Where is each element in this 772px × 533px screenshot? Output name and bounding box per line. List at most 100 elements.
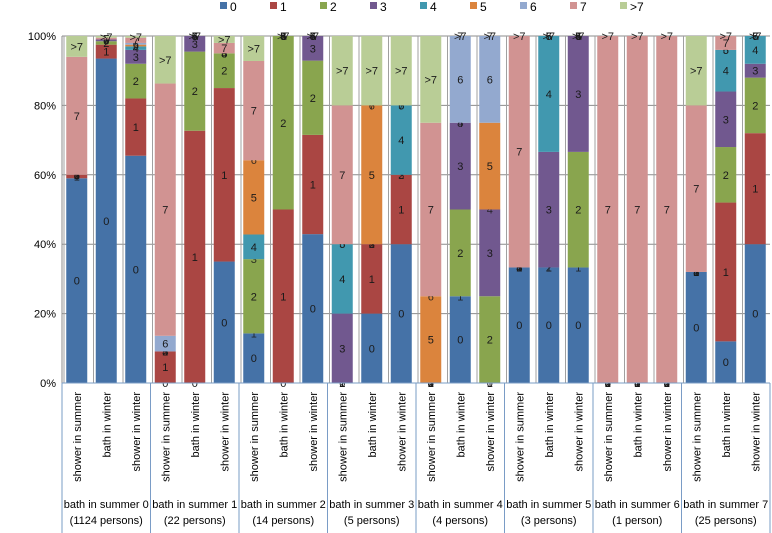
data-label: 7 bbox=[723, 38, 729, 50]
data-label: 3 bbox=[103, 35, 109, 47]
bar-segment-1 bbox=[213, 88, 235, 262]
data-label: 1 bbox=[280, 291, 286, 303]
bar-segment->7 bbox=[154, 36, 176, 84]
data-label: 6 bbox=[280, 31, 286, 43]
data-label: >7 bbox=[719, 31, 732, 43]
data-label: 4 bbox=[251, 242, 257, 254]
x-category-label: shower in summer bbox=[426, 392, 438, 482]
bar-segment-4 bbox=[125, 46, 147, 50]
data-label: >7 bbox=[159, 55, 172, 67]
bar-segment-7 bbox=[656, 36, 678, 383]
data-label: 4 bbox=[221, 48, 227, 60]
data-label: 7 bbox=[516, 147, 522, 159]
data-label: >7 bbox=[483, 31, 496, 43]
data-label: 0 bbox=[280, 378, 286, 390]
bar-segment-3 bbox=[331, 313, 353, 383]
data-label: 1 bbox=[546, 262, 552, 274]
bar-segment-1 bbox=[184, 130, 206, 383]
x-category-label: bath in winter bbox=[544, 392, 556, 458]
group-label-line2: (22 persons) bbox=[164, 515, 226, 527]
data-label: 2 bbox=[221, 66, 227, 78]
data-label: 3 bbox=[516, 262, 522, 274]
bar-segment->7 bbox=[361, 36, 383, 106]
bar-segment-3 bbox=[184, 36, 206, 52]
data-label: 2 bbox=[133, 76, 139, 88]
data-label: 4 bbox=[398, 135, 404, 147]
data-label: 2 bbox=[369, 239, 375, 251]
data-label: >7 bbox=[572, 31, 585, 43]
x-category-label: shower in winter bbox=[396, 392, 408, 472]
bar-segment-0 bbox=[538, 267, 560, 383]
data-label: 0 bbox=[634, 378, 640, 390]
data-label: 3 bbox=[251, 254, 257, 266]
data-label: 1 bbox=[487, 378, 493, 390]
data-label: >7 bbox=[306, 31, 319, 43]
bar-segment-4 bbox=[715, 49, 737, 92]
data-label: 5 bbox=[398, 100, 404, 112]
data-label: 3 bbox=[133, 52, 139, 64]
data-label: 7 bbox=[310, 31, 316, 43]
data-label: 3 bbox=[634, 378, 640, 390]
data-label: 0 bbox=[693, 322, 699, 334]
data-label: 0 bbox=[723, 357, 729, 369]
data-label: 4 bbox=[369, 239, 375, 251]
data-label: 1 bbox=[339, 378, 345, 390]
data-label: 6 bbox=[103, 34, 109, 46]
data-label: 1 bbox=[103, 47, 109, 59]
bar-segment-2 bbox=[479, 296, 501, 383]
bar-segment-0 bbox=[95, 58, 117, 384]
data-label: 7 bbox=[546, 31, 552, 43]
bar-segment->7 bbox=[390, 36, 412, 106]
data-label: 6 bbox=[428, 291, 434, 303]
bar-segment-3 bbox=[302, 36, 324, 61]
data-label: >7 bbox=[100, 32, 113, 44]
legend-swatch-2 bbox=[320, 2, 327, 9]
data-label: 0 bbox=[398, 309, 404, 321]
y-axis: 0% 20% 40% 60% 80% 100% bbox=[28, 31, 63, 390]
bar-segment-0 bbox=[715, 341, 737, 383]
data-label: 3 bbox=[221, 48, 227, 60]
bar-segment-3 bbox=[479, 209, 501, 297]
data-label: 7 bbox=[103, 34, 109, 46]
group-label-line2: (5 persons) bbox=[344, 515, 400, 527]
data-label: 2 bbox=[752, 100, 758, 112]
bar-segment-1 bbox=[744, 133, 766, 245]
data-label: 2 bbox=[339, 378, 345, 390]
bar-segment-2 bbox=[95, 41, 117, 45]
legend-label: 3 bbox=[380, 0, 387, 14]
group-label-line2: (3 persons) bbox=[521, 515, 577, 527]
bar-segment-0 bbox=[685, 271, 707, 383]
bar-segment-0 bbox=[125, 155, 147, 383]
data-label: 3 bbox=[310, 43, 316, 55]
data-label: >7 bbox=[247, 43, 260, 55]
data-label: 1 bbox=[723, 267, 729, 279]
group-label-line2: (1124 persons) bbox=[70, 515, 143, 527]
data-label: 0 bbox=[133, 264, 139, 276]
bar-segment-7 bbox=[420, 122, 442, 297]
data-label: 3 bbox=[339, 343, 345, 355]
data-label: 1 bbox=[752, 184, 758, 196]
data-label: 2 bbox=[398, 170, 404, 182]
data-label: 1 bbox=[693, 267, 699, 279]
legend-label: 5 bbox=[480, 0, 487, 14]
group-label-line2: (4 persons) bbox=[432, 515, 488, 527]
bar-segment->7 bbox=[213, 36, 235, 43]
bar-segment-2 bbox=[302, 60, 324, 135]
bar-segment-1 bbox=[715, 202, 737, 342]
data-label: 2 bbox=[457, 248, 463, 260]
bar-segment-0 bbox=[243, 333, 265, 383]
data-label: 2 bbox=[310, 93, 316, 105]
legend-label: 1 bbox=[280, 0, 287, 14]
data-label: 5 bbox=[133, 41, 139, 53]
group-label-line1: bath in summer 5 bbox=[506, 499, 591, 511]
data-label: 7 bbox=[575, 31, 581, 43]
data-label: 6 bbox=[693, 267, 699, 279]
data-label: 6 bbox=[74, 170, 80, 182]
gridlines bbox=[62, 35, 770, 383]
bar-segment-7 bbox=[154, 83, 176, 336]
data-label: 0 bbox=[487, 378, 493, 390]
data-label: 7 bbox=[605, 205, 611, 217]
data-label: >7 bbox=[277, 31, 290, 43]
bar-segment-6 bbox=[154, 335, 176, 352]
data-label: 4 bbox=[162, 346, 168, 358]
